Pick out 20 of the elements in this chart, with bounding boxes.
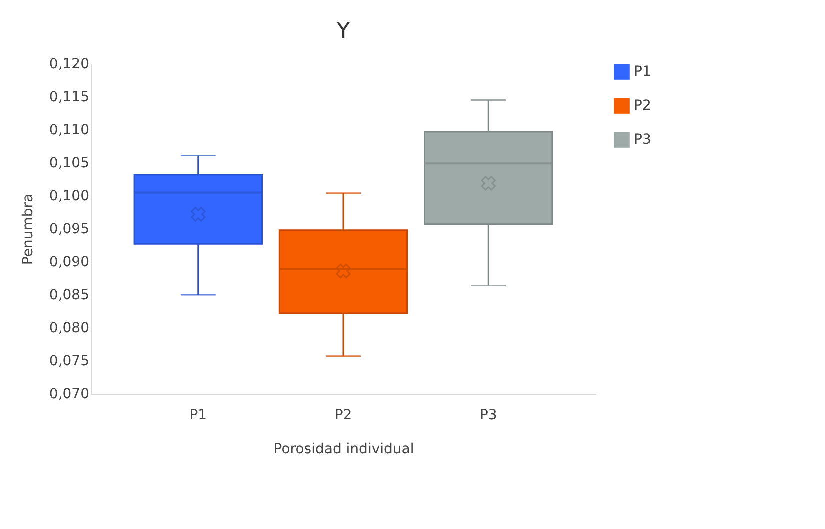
y-tick-label: 0,085 — [49, 288, 90, 304]
x-tick-label: P1 — [190, 408, 208, 424]
x-axis-title: Porosidad individual — [274, 442, 414, 458]
chart-title: Y — [336, 19, 351, 44]
y-tick-label: 0,115 — [49, 90, 90, 106]
legend-label: P1 — [634, 64, 652, 80]
legend-label: P2 — [634, 98, 652, 114]
x-tick-label: P3 — [480, 408, 498, 424]
y-tick-label: 0,100 — [49, 188, 90, 204]
y-tick-label: 0,090 — [49, 254, 90, 270]
y-tick-label: 0,105 — [49, 156, 90, 172]
y-tick-label: 0,080 — [49, 320, 90, 336]
x-tick-label: P2 — [334, 408, 352, 424]
y-tick-label: 0,095 — [49, 222, 90, 238]
legend-label: P3 — [634, 132, 652, 148]
y-tick-label: 0,075 — [49, 354, 90, 370]
y-axis-title: Penumbra — [20, 194, 36, 266]
y-tick-label: 0,110 — [49, 122, 90, 138]
y-tick-label: 0,070 — [49, 386, 90, 402]
y-tick-label: 0,120 — [49, 56, 90, 72]
